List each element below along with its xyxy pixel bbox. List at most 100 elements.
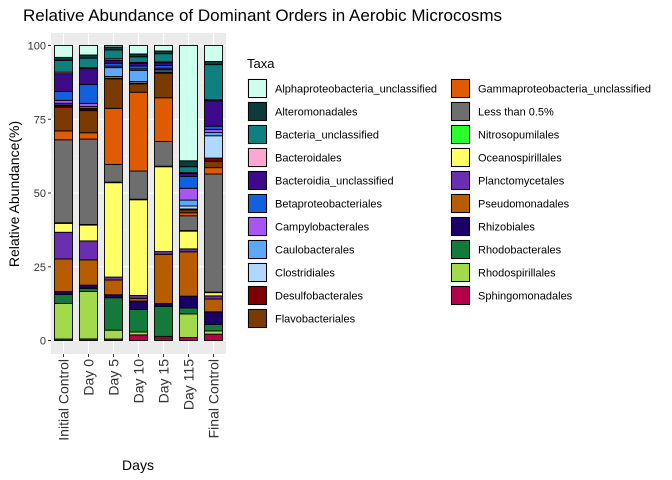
legend-swatch: [451, 102, 470, 121]
bar-segment: [79, 224, 98, 242]
legend-item: Caulobacterales: [247, 239, 355, 260]
legend-item: Bacteria_unclassified: [247, 124, 379, 145]
bar-segment: [154, 53, 173, 63]
legend-label: Less than 0.5%: [478, 107, 554, 119]
legend-item: Oceanospirillales: [450, 147, 562, 168]
bar-segment: [204, 330, 223, 335]
legend-label: Bacteroidia_unclassified: [275, 176, 394, 188]
legend-swatch: [451, 286, 470, 305]
bar-segment: [54, 59, 73, 73]
legend-swatch: [248, 286, 267, 305]
legend-title: Taxa: [247, 56, 275, 71]
bar-segment: [179, 45, 198, 162]
legend-swatch: [248, 79, 267, 98]
legend-item: Rhizobiales: [450, 216, 535, 237]
legend-item: Gammaproteobacteria_unclassified: [450, 78, 651, 99]
bar-segment: [179, 187, 198, 201]
bar-segment: [154, 72, 173, 99]
bar-segment: [79, 83, 98, 104]
legend-swatch: [451, 217, 470, 236]
legend-swatch: [451, 79, 470, 98]
legend-label: Oceanospirillales: [478, 153, 562, 165]
legend-label: Sphingomonadales: [478, 291, 573, 303]
bar-segment: [154, 253, 173, 305]
legend-swatch: [248, 217, 267, 236]
legend-label: Rhodobacterales: [478, 245, 562, 257]
bar-segment: [54, 45, 73, 58]
bar-segment: [204, 125, 223, 130]
bar-segment: [104, 67, 123, 77]
bar-segment: [104, 163, 123, 183]
bar-segment: [179, 307, 198, 315]
bar-segment: [154, 141, 173, 167]
bar-segment: [79, 68, 98, 85]
bar-segment: [54, 294, 73, 304]
legend-item: Nitrosopumilales: [450, 124, 560, 145]
legend-swatch: [248, 309, 267, 328]
bar-segment: [129, 170, 148, 200]
bar-segment: [179, 175, 198, 189]
bar-segment: [179, 295, 198, 309]
chart-title: Relative Abundance of Dominant Orders in…: [23, 6, 502, 25]
bar-segment: [79, 138, 98, 225]
bar-segment: [54, 231, 73, 260]
bar-segment: [54, 106, 73, 132]
bar-segment: [54, 139, 73, 224]
bar-segment: [129, 300, 148, 310]
bar-segment: [129, 56, 148, 63]
legend-label: Alphaproteobacteria_unclassified: [275, 84, 437, 96]
y-tick-label: 0: [40, 336, 46, 348]
x-tick-label: Day 15: [156, 359, 172, 404]
x-tick-label: Final Control: [206, 359, 222, 438]
bar-segment: [104, 329, 123, 340]
bar-segment: [179, 230, 198, 250]
bar-segment: [104, 78, 123, 109]
bar-segment: [104, 182, 123, 278]
bar-segment: [79, 102, 98, 107]
bar-segment: [204, 157, 223, 162]
bar-segment: [204, 173, 223, 293]
legend-swatch: [248, 240, 267, 259]
legend-label: Pseudomonadales: [478, 199, 570, 211]
legend-swatch: [451, 171, 470, 190]
bar-segment: [204, 295, 223, 300]
bar-segment: [79, 54, 98, 59]
legend-label: Campylobacterales: [275, 222, 370, 234]
bar-segment: [204, 298, 223, 313]
legend-item: Pseudomonadales: [450, 193, 570, 214]
legend-item: Alphaproteobacteria_unclassified: [247, 78, 437, 99]
bar-segment: [54, 222, 73, 233]
legend-swatch: [451, 125, 470, 144]
y-tick-label: 25: [34, 262, 46, 274]
bar-segment: [179, 251, 198, 297]
bar-segment: [204, 60, 223, 66]
legend-label: Rhodospirillales: [478, 268, 556, 280]
legend-item: Alteromonadales: [247, 101, 358, 122]
legend-item: Rhodobacterales: [450, 239, 562, 260]
legend-label: Flavobacteriales: [275, 314, 356, 326]
bar-segment: [79, 259, 98, 286]
legend-label: Planctomycetales: [478, 176, 565, 188]
x-axis-title: Days: [122, 457, 154, 473]
legend-swatch: [248, 171, 267, 190]
legend-item: Bacteroidales: [247, 147, 342, 168]
legend-swatch: [248, 263, 267, 282]
y-tick-label: 100: [28, 41, 46, 53]
bar-segment: [54, 302, 73, 340]
bar-segment: [54, 73, 73, 92]
legend-label: Clostridiales: [275, 268, 335, 280]
bar-segment: [179, 166, 198, 174]
bar-segment: [179, 313, 198, 338]
legend-item: Betaproteobacteriales: [247, 193, 383, 214]
legend-swatch: [451, 148, 470, 167]
legend-label: Rhizobiales: [478, 222, 535, 234]
legend-item: Rhodospirillales: [450, 262, 556, 283]
bar-segment: [79, 284, 98, 289]
bar-segment: [204, 135, 223, 159]
bar-segment: [129, 83, 148, 93]
bar-segment: [79, 240, 98, 261]
y-tick-label: 75: [34, 114, 46, 126]
x-tick-label: Day 0: [81, 359, 97, 396]
legend-swatch: [248, 194, 267, 213]
